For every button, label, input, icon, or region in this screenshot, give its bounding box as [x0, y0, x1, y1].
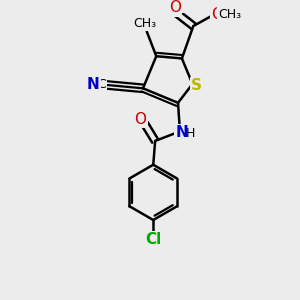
Text: S: S — [191, 78, 202, 93]
Text: O: O — [169, 1, 181, 16]
Text: Cl: Cl — [145, 232, 161, 247]
Text: CH₃: CH₃ — [133, 17, 156, 30]
Text: O: O — [211, 7, 223, 22]
Text: N: N — [176, 125, 188, 140]
Text: CH₃: CH₃ — [218, 8, 241, 21]
Text: N: N — [87, 77, 100, 92]
Text: H: H — [186, 127, 195, 140]
Text: O: O — [134, 112, 146, 127]
Text: C: C — [97, 78, 106, 91]
